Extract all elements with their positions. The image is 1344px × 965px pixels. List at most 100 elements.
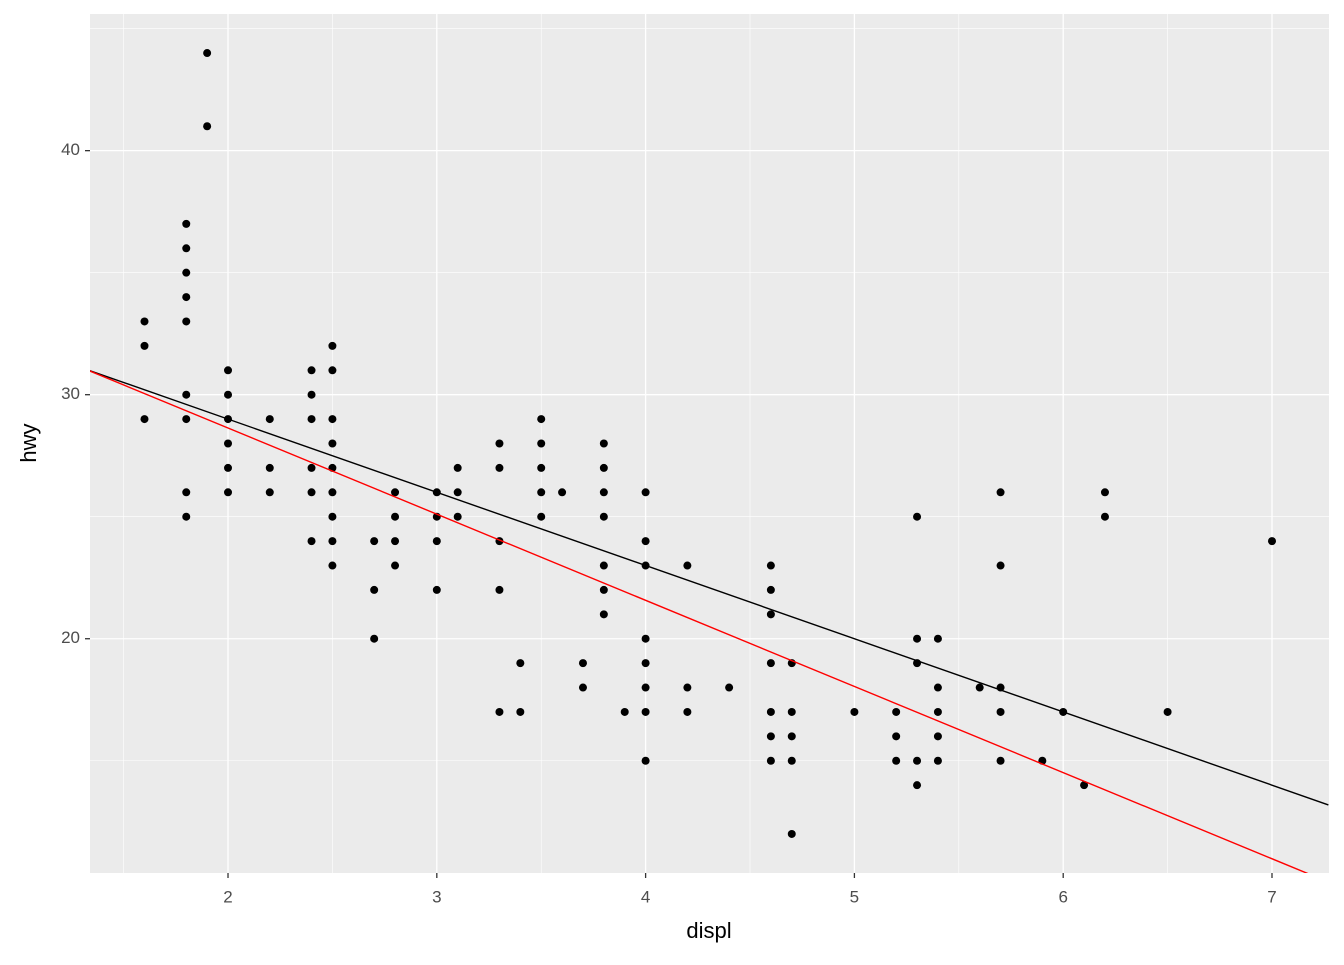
point xyxy=(307,390,316,399)
x-axis-title: displ xyxy=(686,918,731,943)
point xyxy=(537,439,546,448)
point xyxy=(224,488,233,497)
point xyxy=(641,683,650,692)
point xyxy=(391,561,400,570)
point xyxy=(182,219,191,228)
point xyxy=(537,512,546,521)
point xyxy=(599,610,608,619)
x-tick-label: 7 xyxy=(1267,887,1276,906)
point xyxy=(495,439,504,448)
point xyxy=(495,707,504,716)
point xyxy=(370,634,379,643)
point xyxy=(766,585,775,594)
point xyxy=(370,585,379,594)
point xyxy=(766,756,775,765)
point xyxy=(913,781,922,790)
point xyxy=(641,707,650,716)
y-tick-label: 20 xyxy=(61,628,80,647)
point xyxy=(307,537,316,546)
point xyxy=(1100,488,1109,497)
point xyxy=(578,659,587,668)
point xyxy=(140,341,149,350)
point xyxy=(578,683,587,692)
point xyxy=(307,463,316,472)
point xyxy=(766,610,775,619)
point xyxy=(641,488,650,497)
point xyxy=(892,732,901,741)
point xyxy=(182,293,191,302)
point xyxy=(516,659,525,668)
point xyxy=(599,488,608,497)
x-tick-label: 4 xyxy=(641,887,650,906)
point xyxy=(391,537,400,546)
point xyxy=(913,756,922,765)
point xyxy=(328,341,337,350)
point xyxy=(766,732,775,741)
point xyxy=(391,512,400,521)
point xyxy=(537,415,546,424)
point xyxy=(432,537,441,546)
point xyxy=(182,317,191,326)
point xyxy=(787,707,796,716)
point xyxy=(913,512,922,521)
point xyxy=(203,122,212,131)
point xyxy=(182,415,191,424)
point xyxy=(641,634,650,643)
point xyxy=(1267,537,1276,546)
point xyxy=(265,463,274,472)
point xyxy=(537,488,546,497)
point xyxy=(975,683,984,692)
point xyxy=(224,366,233,375)
point xyxy=(370,537,379,546)
point xyxy=(182,244,191,253)
point xyxy=(996,756,1005,765)
point xyxy=(787,756,796,765)
point xyxy=(307,415,316,424)
point xyxy=(328,537,337,546)
point xyxy=(307,366,316,375)
y-axis-title: hwy xyxy=(16,423,41,462)
panel xyxy=(90,14,1329,873)
point xyxy=(453,488,462,497)
point xyxy=(307,488,316,497)
point xyxy=(996,488,1005,497)
point xyxy=(933,683,942,692)
point xyxy=(537,463,546,472)
point xyxy=(516,707,525,716)
point xyxy=(641,756,650,765)
y-tick-label: 30 xyxy=(61,384,80,403)
point xyxy=(641,537,650,546)
point xyxy=(224,463,233,472)
point xyxy=(182,488,191,497)
x-tick-label: 6 xyxy=(1058,887,1067,906)
point xyxy=(599,463,608,472)
point xyxy=(599,561,608,570)
point xyxy=(599,585,608,594)
point xyxy=(328,512,337,521)
point xyxy=(140,415,149,424)
point xyxy=(328,488,337,497)
point xyxy=(599,512,608,521)
point xyxy=(1100,512,1109,521)
y-tick-label: 40 xyxy=(61,140,80,159)
point xyxy=(892,756,901,765)
point xyxy=(683,683,692,692)
point xyxy=(432,585,441,594)
point xyxy=(641,659,650,668)
point xyxy=(766,659,775,668)
point xyxy=(182,268,191,277)
point xyxy=(328,366,337,375)
point xyxy=(182,512,191,521)
fit-line xyxy=(90,370,1309,873)
point xyxy=(328,415,337,424)
x-tick-label: 5 xyxy=(850,887,859,906)
point xyxy=(224,390,233,399)
x-tick-label: 2 xyxy=(223,887,232,906)
point xyxy=(453,512,462,521)
point xyxy=(203,49,212,58)
point xyxy=(620,707,629,716)
point xyxy=(996,707,1005,716)
point xyxy=(850,707,859,716)
point xyxy=(996,561,1005,570)
